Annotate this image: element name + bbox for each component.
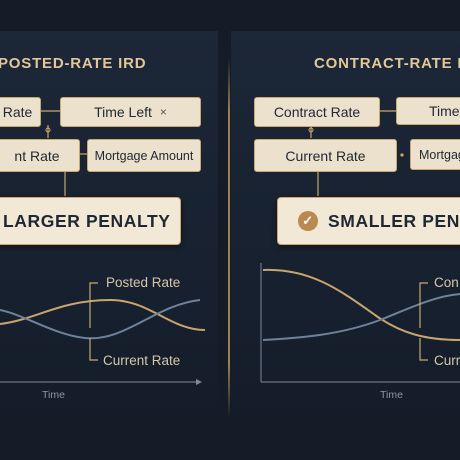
left-current-bracket	[89, 338, 98, 361]
right-bottom-label: Curr	[434, 353, 460, 368]
checkmark-icon: ✓	[298, 211, 318, 231]
left-rate-box: Rate	[0, 97, 41, 127]
right-bullet-dot	[400, 153, 404, 157]
right-axis-label: Time	[380, 389, 403, 401]
left-time-left-box: Time Left ×	[60, 97, 201, 127]
right-bottom-bracket	[419, 338, 428, 361]
left-junction-dot	[45, 127, 51, 133]
right-current-rate-box: Current Rate	[254, 139, 397, 172]
left-current-rate-box: nt Rate	[0, 139, 80, 172]
right-current-rate-text: Current Rate	[285, 147, 366, 164]
left-mortgage-amount-box: Mortgage Amount	[87, 139, 201, 172]
right-current-rate-line	[262, 293, 460, 341]
left-posted-rate-label: Posted Rate	[106, 275, 181, 290]
right-mortgage-box: Mortgag	[410, 139, 460, 170]
left-graph	[0, 282, 206, 385]
left-current-rate-text: nt Rate	[14, 147, 60, 164]
left-result-box: LARGER PENALTY	[0, 197, 181, 245]
right-top-bracket	[419, 282, 428, 328]
left-posted-bracket	[89, 282, 98, 328]
left-current-rate-line	[0, 299, 201, 340]
right-contract-rate-line	[262, 268, 460, 341]
left-current-rate-label: Current Rate	[103, 353, 181, 368]
multiply-icon: ×	[159, 105, 167, 119]
right-time-box: Time	[396, 97, 460, 125]
left-heading: POSTED-RATE IRD	[0, 55, 147, 72]
right-contract-rate-text: Contract Rate	[273, 104, 361, 120]
right-time-text: Time	[429, 103, 460, 119]
right-contract-rate-box: Contract Rate	[254, 97, 380, 127]
left-mortgage-amount-text: Mortgage Amount	[94, 148, 194, 163]
right-junction-dot	[308, 127, 314, 133]
right-graph	[260, 263, 460, 383]
right-mortgage-text: Mortgag	[419, 147, 460, 162]
left-x-axis-arrow	[196, 379, 202, 385]
right-result-box: ✓ SMALLER PENAL	[277, 197, 460, 245]
panel-divider	[228, 58, 230, 418]
right-result-text: SMALLER PENAL	[328, 210, 460, 231]
left-time-left-text: Time Left	[94, 104, 152, 120]
left-result-text: LARGER PENALTY	[3, 210, 171, 231]
left-axis-label: Time	[42, 389, 65, 401]
right-top-label: Con	[434, 275, 459, 290]
left-posted-rate-line	[0, 298, 206, 331]
left-rate-text: Rate	[2, 104, 33, 120]
right-heading: CONTRACT-RATE IF	[314, 55, 460, 72]
